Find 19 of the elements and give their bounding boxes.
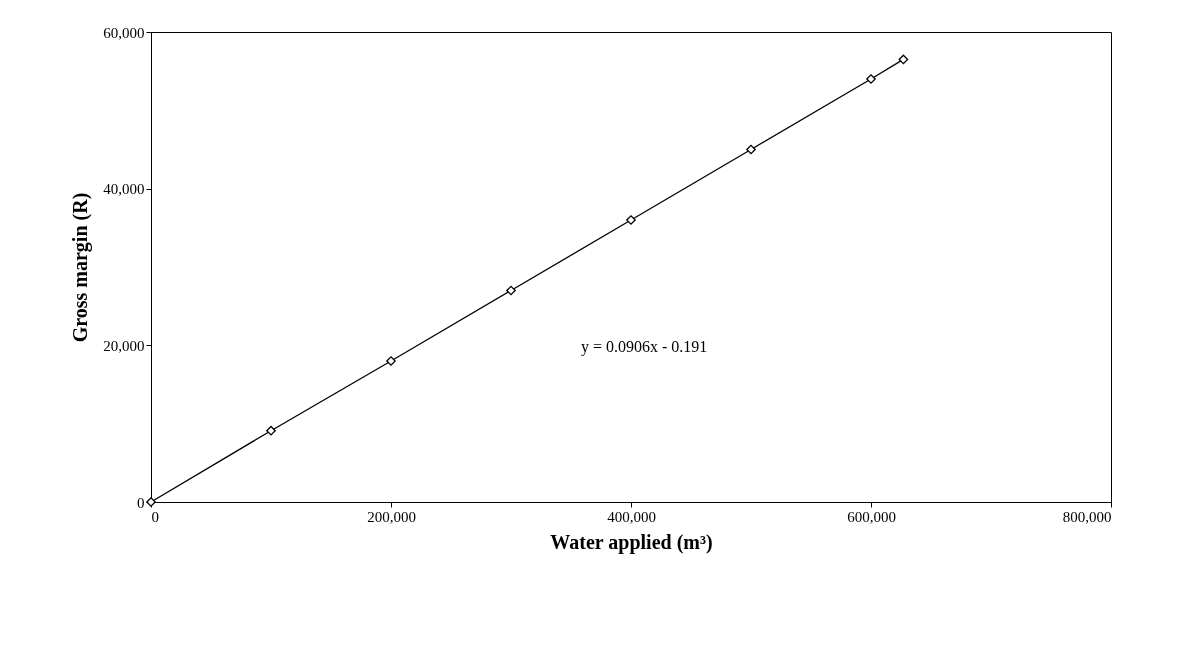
point	[898, 54, 909, 65]
y-tick-label: 60,000	[103, 24, 145, 41]
y-tick-label: 20,000	[103, 337, 145, 354]
point	[866, 74, 876, 84]
y-tick-label: 40,000	[103, 181, 145, 198]
x-tick-label: 0	[151, 508, 159, 525]
x-axis-title: Water applied (m³)	[550, 530, 713, 554]
x-tick-label: 400,000	[607, 508, 656, 525]
x-tick-label: 200,000	[367, 508, 416, 525]
point	[386, 356, 396, 366]
point	[746, 144, 756, 155]
point	[626, 215, 636, 225]
point	[506, 285, 516, 296]
x-tick-label: 800,000	[1062, 508, 1112, 525]
x-tick-label: 600,000	[847, 508, 896, 525]
y-axis-title: Gross margin (R)	[69, 192, 93, 343]
annotation: y = 0.0906x - 0.191	[581, 338, 708, 356]
point	[266, 425, 276, 436]
y-tick-label: 0	[137, 494, 145, 511]
